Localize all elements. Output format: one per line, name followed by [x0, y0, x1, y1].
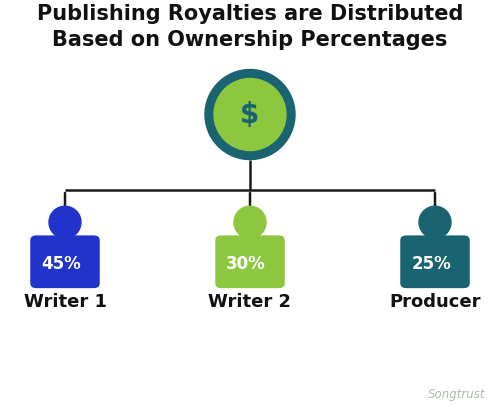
Text: 45%: 45%: [41, 255, 81, 273]
Ellipse shape: [419, 206, 451, 238]
Ellipse shape: [49, 206, 81, 238]
Text: 25%: 25%: [411, 255, 451, 273]
Ellipse shape: [205, 70, 295, 160]
Ellipse shape: [234, 206, 266, 238]
FancyBboxPatch shape: [400, 236, 470, 288]
FancyBboxPatch shape: [215, 236, 285, 288]
Ellipse shape: [214, 79, 286, 151]
Text: Songtrust: Songtrust: [428, 388, 485, 401]
Text: Writer 2: Writer 2: [208, 294, 292, 312]
Text: Publishing Royalties are Distributed
Based on Ownership Percentages: Publishing Royalties are Distributed Bas…: [37, 4, 463, 50]
FancyBboxPatch shape: [30, 236, 100, 288]
Text: Writer 1: Writer 1: [24, 294, 106, 312]
Text: $: $: [240, 101, 260, 128]
Text: Producer: Producer: [389, 294, 481, 312]
Text: 30%: 30%: [226, 255, 266, 273]
